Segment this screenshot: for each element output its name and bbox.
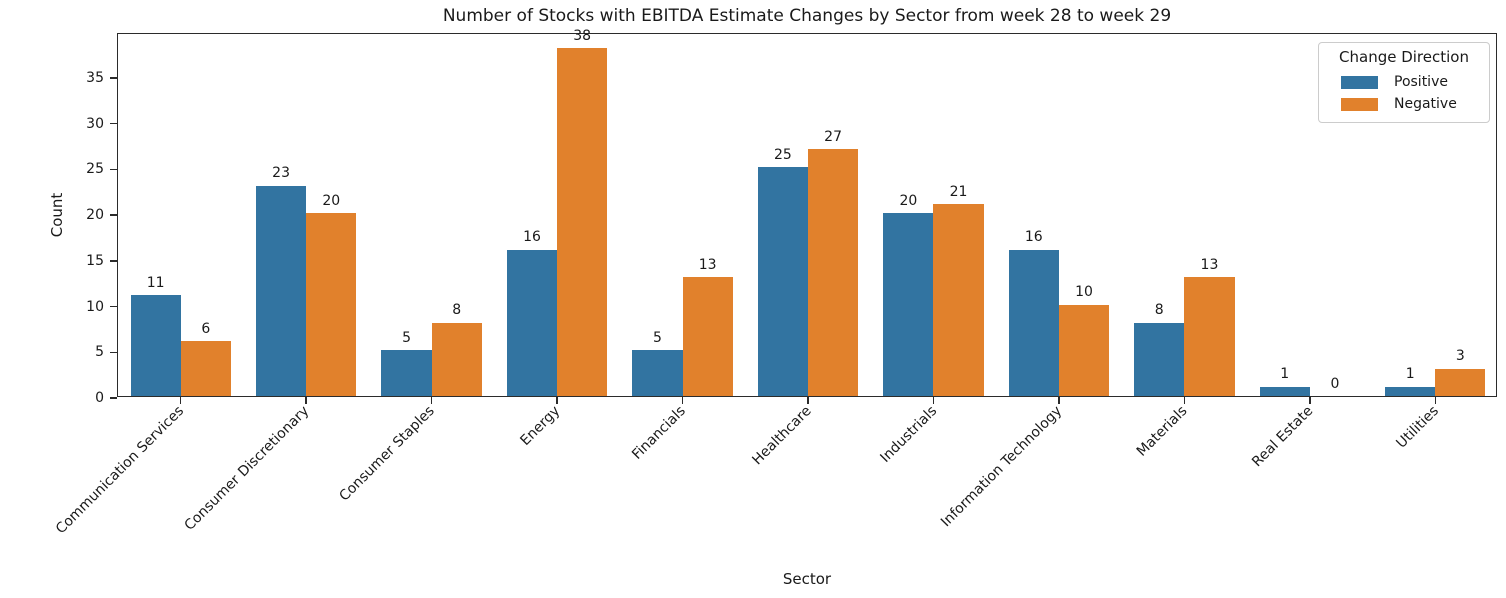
y-tick-label: 25 [86,161,104,178]
bar-value-label: 25 [773,146,792,163]
bar-value-label: 6 [201,320,211,337]
x-tick-mark [1434,397,1437,404]
plot-area: 0 5 10 15 20 25 30 35 11 6 23 20 5 8 16 38 5 13 25 27 20 21 16… [86,28,1497,406]
x-tick-label: Healthcare [749,403,815,469]
bar-value-label: 1 [1405,366,1415,383]
bar-value-label: 27 [824,128,842,145]
bar-negative [933,203,984,396]
y-tick-label: 30 [86,115,104,132]
bar-value-label: 5 [652,329,662,346]
bar-value-label: 10 [1075,284,1093,301]
bar-positive [381,350,432,396]
x-tick-mark [179,397,182,404]
bar-value-label: 13 [698,256,717,273]
bar-positive [130,295,181,396]
bar-positive [506,249,558,396]
legend-label: Positive [1394,74,1448,90]
bar-value-label: 13 [1200,256,1219,273]
x-tick-mark [430,397,433,404]
y-tick-mark [110,397,117,399]
bar-value-label: 5 [402,329,411,346]
bar-positive [757,167,808,396]
bar-value-label: 3 [1455,348,1465,365]
bar-value-label: 0 [1330,375,1340,392]
x-tick-mark [556,397,558,404]
y-axis-label: Count [48,192,66,238]
bar-value-label: 8 [1154,302,1164,319]
x-tick-label: Utilities [1393,403,1442,452]
bar-value-label: 21 [949,183,968,200]
legend-items: Positive Negative [1327,71,1481,115]
y-tick-mark [110,77,117,79]
y-tick-label: 5 [95,344,104,361]
bar-negative [682,277,733,396]
bar-value-label: 20 [899,192,918,209]
x-tick-label: Industrials [876,403,940,466]
x-tick-label: Materials [1133,403,1191,460]
bar-value-label: 16 [523,229,541,246]
y-tick-mark [110,260,117,262]
x-tick-mark [932,397,935,404]
x-tick-mark [305,397,307,404]
bar-negative [1435,368,1486,396]
chart-title: Number of Stocks with EBITDA Estimate Ch… [442,6,1172,26]
legend: Change Direction Positive Negative [1318,42,1490,123]
bar-negative [431,322,482,396]
y-tick-label: 15 [86,252,104,269]
bar-negative [306,213,357,396]
y-tick-label: 10 [86,298,104,315]
y-tick-label: 35 [86,69,104,86]
bar-positive [1259,386,1310,396]
bar-negative [180,341,231,396]
legend-swatch-negative [1341,97,1378,111]
bar-positive [1008,249,1059,396]
x-tick-mark [807,397,809,404]
bar-positive [1385,386,1436,396]
x-tick-mark [1058,397,1060,404]
legend-item-positive: Positive [1327,71,1481,93]
bar-negative [1184,277,1235,396]
y-tick-mark [110,214,117,216]
bar-positive [256,185,307,396]
y-tick-mark [110,168,117,171]
bar-negative [1058,304,1110,396]
bar-positive [1134,322,1185,396]
x-tick-label: Real Estate [1248,403,1317,471]
legend-swatch-positive [1341,75,1378,89]
y-tick-mark [110,122,117,125]
x-tick-label: Consumer Discretionary [181,403,313,534]
x-tick-mark [681,397,684,404]
bar-positive [883,213,934,396]
legend-label: Negative [1394,96,1457,112]
x-tick-mark [1183,397,1186,404]
y-tick-label: 0 [95,390,104,406]
bar-value-label: 38 [573,28,592,45]
x-tick-label: Consumer Staples [336,403,438,505]
legend-title: Change Direction [1339,48,1469,66]
x-tick-mark [1309,397,1311,404]
bar-value-label: 23 [272,165,290,182]
y-tick-mark [110,351,117,354]
bar-value-label: 11 [146,275,165,292]
bar-value-label: 16 [1024,229,1043,246]
x-tick-label: Information Technology [938,403,1066,531]
bar-positive [632,350,683,396]
bar-negative [557,48,608,396]
x-tick-label: Energy [517,403,564,449]
y-tick-mark [110,305,117,308]
x-tick-label: Communication Services [52,403,188,538]
bar-value-label: 20 [322,192,341,209]
bar-value-label: 8 [452,302,462,319]
bar-negative [808,149,859,396]
y-tick-label: 20 [86,207,104,224]
x-tick-label: Financials [629,403,689,463]
bar-value-label: 1 [1280,366,1290,383]
legend-item-negative: Negative [1327,93,1481,115]
x-axis-label: Sector [782,570,832,588]
